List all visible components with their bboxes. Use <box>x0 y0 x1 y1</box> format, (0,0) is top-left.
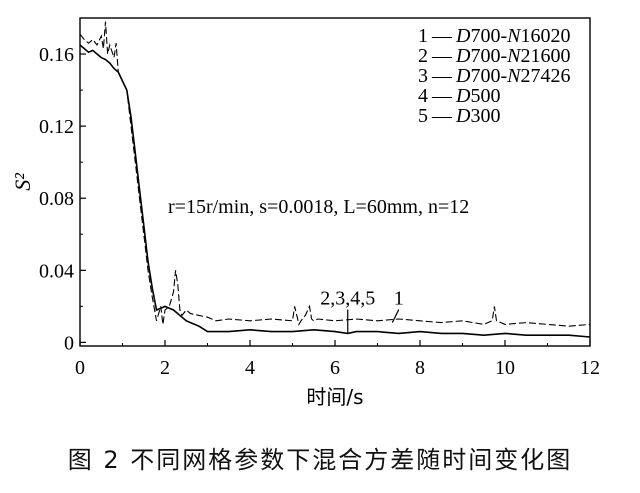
legend-prefix: D <box>455 85 471 107</box>
curve-label-2: 1 <box>394 288 404 310</box>
legend-entry-2: 2— D700-N21600 <box>418 45 570 67</box>
x-tick-label: 6 <box>330 357 340 379</box>
legend-suffix: 27426 <box>520 65 570 87</box>
legend-num: 4 <box>418 85 428 107</box>
curve-pointer-2 <box>391 309 400 323</box>
legend-entry-5: 5— D300 <box>418 105 500 127</box>
legend-prefix: D <box>455 105 471 127</box>
x-tick-label: 2 <box>160 357 170 379</box>
legend-italic: N <box>506 45 522 67</box>
y-tick-label: 0 <box>64 332 74 354</box>
legend-dash: — <box>431 85 453 107</box>
y-tick-label: 0.04 <box>39 260 74 282</box>
x-tick-label: 12 <box>580 357 600 379</box>
legend-suffix: 16020 <box>520 25 570 47</box>
series-line-1 <box>79 21 591 327</box>
legend-italic: N <box>506 65 522 87</box>
legend-dash: — <box>431 45 453 67</box>
legend-entry-1: 1— D700-N16020 <box>418 25 570 47</box>
legend-main: 300 <box>470 105 500 127</box>
x-tick-label: 10 <box>495 357 515 379</box>
curve-label-1: 2,3,4,5 <box>320 288 375 310</box>
legend-entry-4: 4— D500 <box>418 85 500 107</box>
y-tick-label: 0.08 <box>39 188 74 210</box>
x-axis-label: 时间/s <box>306 385 363 409</box>
legend-prefix: D <box>455 45 471 67</box>
legend-num: 2 <box>418 45 428 67</box>
y-tick-label: 0.12 <box>39 116 74 138</box>
legend-dash: — <box>431 25 453 47</box>
legend-main: 500 <box>470 85 500 107</box>
legend-suffix: 21600 <box>520 45 570 67</box>
legend-num: 3 <box>418 65 428 87</box>
legend-dash: — <box>431 65 453 87</box>
legend-main: 700- <box>470 25 507 47</box>
y-tick-label: 0.16 <box>39 44 74 66</box>
legend-main: 700- <box>470 45 507 67</box>
legend-main: 700- <box>470 65 507 87</box>
legend-prefix: D <box>455 65 471 87</box>
parameter-annotation: r=15r/min, s=0.0018, L=60mm, n=12 <box>168 196 469 218</box>
series-line-2 <box>79 44 591 338</box>
figure-caption: 图 2 不同网格参数下混合方差随时间变化图 <box>67 446 573 474</box>
legend-num: 1 <box>418 25 428 47</box>
legend-num: 5 <box>418 105 428 127</box>
y-axis-label: S² <box>10 173 35 191</box>
x-tick-label: 8 <box>415 357 425 379</box>
legend-entry-3: 3— D700-N27426 <box>418 65 570 87</box>
x-tick-label: 4 <box>245 357 255 379</box>
legend-prefix: D <box>455 25 471 47</box>
x-tick-label: 0 <box>75 357 85 379</box>
legend-italic: N <box>506 25 522 47</box>
legend-dash: — <box>431 105 453 127</box>
